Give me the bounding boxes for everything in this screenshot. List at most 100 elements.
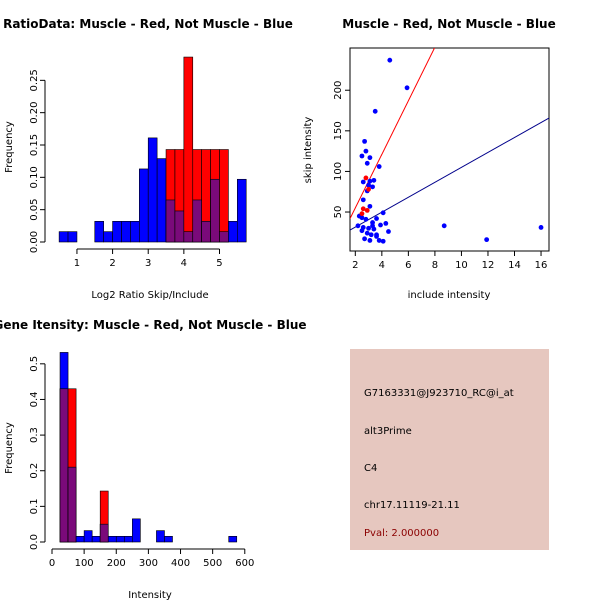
intensity-x-tick-label: 0 [49, 558, 55, 569]
intensity-y-tick-label: 0.5 [29, 356, 40, 372]
not-muscle-point [367, 238, 373, 243]
not-muscle-point [370, 223, 375, 229]
scatter-x-tick-label: 2 [352, 260, 358, 271]
not-muscle-point [374, 216, 379, 221]
scatter-points [355, 57, 544, 244]
not-muscle-point [367, 178, 373, 184]
scatter-plot-box [349, 47, 550, 252]
intensity-x-tick-label: 600 [235, 558, 254, 569]
ratio-not-muscle-bar [58, 231, 69, 243]
not-muscle-point [380, 210, 386, 216]
not-muscle-point [359, 228, 365, 234]
not-muscle-point [367, 155, 373, 161]
intensity-x-label: Intensity [128, 590, 172, 600]
ratio-overlap-bar [183, 231, 194, 243]
intensity-not-muscle-bar [164, 535, 173, 543]
ratio-not-muscle-bar [103, 231, 113, 243]
not-muscle-fit-line [350, 117, 549, 231]
muscle-fit-line [350, 48, 436, 219]
scatter-y-tick-label: 50 [333, 206, 344, 219]
intensity-y-tick-label: 0.2 [29, 463, 40, 479]
intensity-x-tick-label: 500 [203, 558, 222, 569]
intensity-axes: 0 100 200 300 400 500 600 0.0 0.1 0.2 0.3 0.4 0.5 [29, 356, 254, 569]
intensity-x-tick-label: 300 [139, 558, 158, 569]
not-muscle-point [359, 215, 365, 221]
not-muscle-point [359, 153, 365, 159]
scatter-y-tick-label: 200 [333, 81, 344, 100]
not-muscle-point [372, 108, 378, 114]
intensity-overlap-bar [59, 388, 69, 543]
intensity-y-tick-label: 0.1 [29, 498, 40, 514]
scatter-x-tick-label: 10 [455, 260, 468, 271]
info-cluster: C4 [364, 463, 377, 474]
intensity-bars [59, 352, 238, 543]
info-location: chr17.11119-21.11 [364, 500, 460, 511]
ratio-x-tick-label: 2 [109, 258, 115, 269]
intensity-y-tick-label: 0.3 [29, 427, 40, 443]
ratio-muscle-bar [219, 149, 229, 243]
ratio-not-muscle-bar [237, 178, 247, 243]
not-muscle-point [364, 160, 370, 166]
scatter-x-tick-label: 8 [432, 260, 438, 271]
info-pval: Pval: 2.000000 [364, 528, 439, 539]
intensity-x-tick-label: 400 [171, 558, 190, 569]
intensity-not-muscle-bar [115, 535, 125, 543]
not-muscle-point [376, 238, 382, 243]
scatter-x-tick-label: 12 [482, 260, 495, 271]
not-muscle-point [355, 223, 361, 229]
scatter-axes: 2 4 6 8 10 12 14 16 50 100 150 200 [333, 81, 547, 271]
muscle-point [360, 206, 366, 212]
ratio-y-tick-label: 0.05 [29, 199, 40, 221]
ratio-not-muscle-bar [67, 231, 78, 243]
ratio-not-muscle-bar [121, 221, 131, 243]
muscle-point [366, 186, 371, 192]
ratio-not-muscle-bar [147, 137, 158, 243]
muscle-point [364, 208, 370, 213]
ratio-not-muscle-bar [228, 221, 238, 243]
not-muscle-point [386, 229, 391, 234]
scatter-y-tick-label: 100 [333, 162, 344, 181]
ratio-x-tick-label: 3 [145, 258, 151, 269]
not-muscle-point [363, 216, 369, 222]
intensity-not-muscle-bar [83, 530, 93, 543]
intensity-not-muscle-bar [91, 535, 101, 543]
scatter-x-tick-label: 14 [508, 260, 521, 271]
ratio-not-muscle-bar [139, 168, 149, 243]
not-muscle-point [363, 148, 369, 154]
intensity-x-tick-label: 200 [107, 558, 126, 569]
scatter-x-label: include intensity [408, 290, 491, 301]
not-muscle-point [374, 232, 379, 238]
ratio-x-tick-label: 1 [74, 258, 80, 269]
scatter-x-tick-label: 16 [535, 260, 548, 271]
intensity-overlap-bar [67, 466, 77, 543]
not-muscle-point [370, 184, 375, 190]
ratio-x-tick-label: 5 [216, 258, 222, 269]
not-muscle-point [362, 236, 367, 242]
ratio-overlap-bar [210, 178, 220, 243]
intensity-not-muscle-bar [123, 535, 133, 543]
ratio-y-tick-label: 0.15 [29, 134, 40, 156]
intensity-histogram-panel: Gene Itensity: Muscle - Red, Not Muscle … [0, 318, 307, 600]
intensity-not-muscle-bar [107, 535, 117, 543]
not-muscle-point [404, 85, 410, 91]
scatter-x-tick-label: 6 [405, 260, 411, 271]
muscle-point [363, 175, 369, 181]
ratio-overlap-bar [219, 231, 229, 243]
ratio-not-muscle-bar [130, 221, 140, 243]
info-event-type: alt3Prime [364, 426, 412, 437]
ratio-y-tick-label: 0.25 [29, 69, 40, 91]
intensity-not-muscle-bar [156, 530, 165, 543]
ratio-histogram-panel: RatioData: Muscle - Red, Not Muscle - Bl… [3, 17, 293, 301]
scatter-panel: Muscle - Red, Not Muscle - Blue 2 4 6 8 10 12… [303, 17, 556, 301]
not-muscle-point [360, 179, 366, 185]
intensity-x-tick-label: 100 [75, 558, 94, 569]
not-muscle-point [484, 237, 490, 243]
not-muscle-point [376, 164, 382, 169]
intensity-y-tick-label: 0.0 [29, 534, 40, 550]
ratio-not-muscle-bar [156, 158, 167, 243]
ratio-not-muscle-bar [112, 221, 122, 243]
intensity-overlap-bar [99, 523, 109, 543]
not-muscle-point [360, 197, 366, 203]
ratio-y-tick-label: 0.20 [29, 102, 40, 124]
